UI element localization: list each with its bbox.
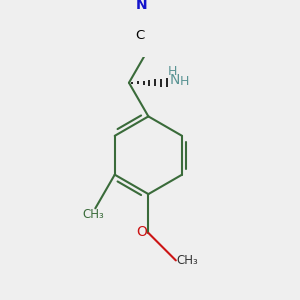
Text: H: H	[167, 65, 177, 78]
Text: O: O	[136, 225, 147, 239]
Text: CH₃: CH₃	[83, 208, 105, 221]
Text: N: N	[169, 73, 180, 86]
Text: H: H	[180, 75, 189, 88]
Text: N: N	[136, 0, 147, 12]
Text: CH₃: CH₃	[176, 254, 198, 267]
Text: C: C	[136, 29, 145, 42]
